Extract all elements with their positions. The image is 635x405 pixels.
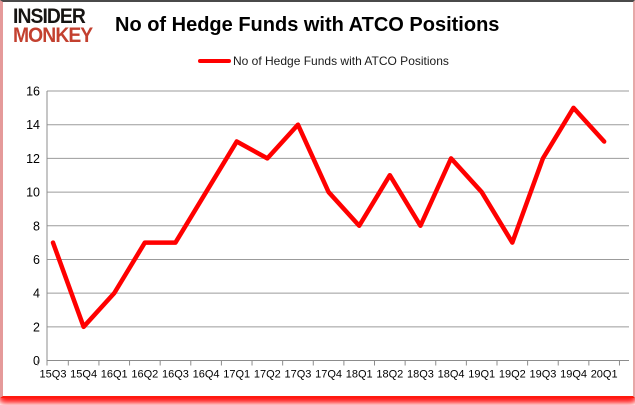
logo-text-monkey: MONKEY	[13, 24, 93, 47]
y-axis-label: 14	[26, 118, 40, 132]
x-axis-label: 17Q2	[254, 369, 281, 381]
y-axis-label: 0	[33, 354, 40, 368]
y-axis-label: 8	[33, 219, 40, 233]
legend-label: No of Hedge Funds with ATCO Positions	[233, 54, 449, 68]
x-axis-label: 18Q4	[438, 369, 465, 381]
x-axis-label: 19Q4	[560, 369, 587, 381]
legend: No of Hedge Funds with ATCO Positions	[198, 54, 449, 68]
y-axis-label: 6	[33, 253, 40, 267]
logo-text-insider: INSIDER	[13, 5, 86, 28]
y-axis-label: 2	[33, 320, 40, 334]
x-axis-label: 18Q3	[407, 369, 434, 381]
x-axis-label: 16Q4	[193, 369, 220, 381]
x-axis-label: 16Q3	[162, 369, 189, 381]
chart-title: No of Hedge Funds with ATCO Positions	[115, 14, 500, 36]
y-axis-label: 4	[33, 287, 40, 301]
y-axis-label: 12	[26, 152, 40, 166]
y-axis-label: 16	[26, 85, 40, 99]
x-axis-label: 19Q2	[499, 369, 526, 381]
x-axis-label: 15Q3	[40, 369, 67, 381]
x-axis-label: 16Q1	[101, 369, 128, 381]
x-axis-label: 17Q4	[315, 369, 342, 381]
x-axis-label: 17Q1	[223, 369, 250, 381]
x-axis-label: 15Q4	[70, 369, 97, 381]
x-axis-label: 18Q1	[346, 369, 373, 381]
x-axis-label: 17Q3	[284, 369, 311, 381]
x-axis-label: 19Q1	[468, 369, 495, 381]
hedge-funds-data-line	[50, 105, 607, 330]
x-axis-label: 20Q1	[591, 369, 618, 381]
y-axis-label: 10	[26, 186, 40, 200]
legend-line-swatch	[198, 59, 231, 63]
insider-monkey-logo: INSIDER MONKEY	[13, 5, 105, 47]
x-axis-label: 19Q3	[529, 369, 556, 381]
x-axis-label: 18Q2	[376, 369, 403, 381]
x-axis-label: 16Q2	[131, 369, 158, 381]
